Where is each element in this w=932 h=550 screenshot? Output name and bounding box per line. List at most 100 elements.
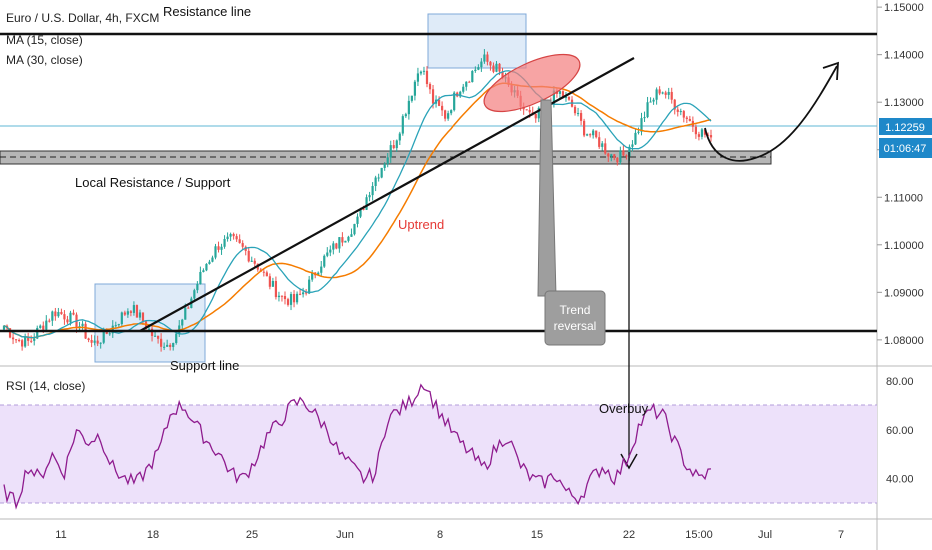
candle-body	[90, 339, 93, 343]
candle-body	[362, 208, 365, 210]
candle-body	[308, 279, 311, 294]
candle-body	[232, 234, 235, 237]
candle-body	[11, 337, 15, 340]
candle-body	[643, 117, 646, 119]
candle-body	[586, 134, 589, 136]
candle-body	[120, 312, 123, 325]
candle-body	[356, 216, 359, 224]
candle-body	[253, 260, 256, 264]
candle-body	[706, 134, 710, 136]
candle-body	[21, 340, 24, 347]
candle-body	[126, 311, 129, 315]
candle-body	[169, 344, 172, 347]
candle-body	[199, 271, 202, 285]
candle-body	[601, 143, 604, 147]
candle-body	[492, 65, 495, 72]
candle-body	[344, 240, 347, 243]
candle-body	[628, 146, 631, 157]
ma30-line	[3, 82, 712, 339]
candle-body	[583, 120, 586, 136]
candle-body	[371, 186, 374, 196]
candle-body	[160, 338, 163, 347]
candle-body	[265, 272, 268, 277]
time-tick-label: 11	[55, 529, 66, 541]
candle-body	[96, 340, 99, 344]
candle-body	[658, 89, 661, 94]
candle-body	[196, 284, 199, 291]
candle-body	[477, 67, 480, 70]
candle-body	[592, 130, 595, 136]
candle-body	[238, 239, 241, 244]
candle-body	[652, 99, 655, 102]
time-tick-label: Jun	[336, 529, 354, 541]
time-tick-label: 7	[838, 529, 844, 541]
candle-body	[129, 311, 132, 313]
candle-body	[422, 70, 426, 72]
candle-body	[416, 73, 420, 82]
candle-body	[374, 177, 377, 187]
candle-body	[311, 272, 314, 280]
candle-body	[14, 339, 18, 341]
candle-body	[57, 311, 60, 317]
candle-body	[108, 333, 111, 335]
candle-body	[480, 61, 483, 68]
candle-body	[398, 133, 401, 141]
candle-body	[229, 234, 232, 237]
trend-reversal-box	[544, 290, 606, 346]
candle-body	[679, 111, 682, 113]
candle-body	[93, 340, 96, 343]
candle-body	[138, 312, 142, 318]
candle-body	[431, 89, 435, 104]
candle-body	[163, 346, 166, 348]
candle-body	[150, 328, 154, 336]
time-tick-label: 15	[531, 529, 543, 541]
candle-body	[567, 96, 571, 100]
candle-body	[558, 91, 562, 94]
candle-body	[703, 129, 707, 135]
candle-body	[673, 99, 676, 110]
candle-body	[184, 307, 187, 320]
candle-body	[425, 70, 429, 84]
candle-body	[619, 150, 622, 163]
price-tick-label: 1.15000	[884, 2, 924, 14]
candle-body	[323, 255, 326, 267]
candle-body	[268, 276, 271, 287]
resistance-label: Resistance line	[163, 4, 251, 19]
time-tick-label: 18	[147, 529, 159, 541]
candle-body	[649, 101, 652, 103]
candle-body	[667, 91, 670, 95]
candle-body	[407, 100, 410, 115]
candle-body	[453, 92, 456, 111]
candle-body	[36, 327, 39, 339]
candle-body	[208, 261, 211, 264]
time-tick-label: Jul	[758, 529, 772, 541]
candle-body	[166, 344, 169, 347]
time-tick-label: 22	[623, 529, 635, 541]
candle-body	[534, 113, 537, 119]
candle-body	[625, 155, 628, 157]
candle-body	[202, 270, 205, 272]
candle-body	[383, 163, 386, 168]
candle-body	[607, 153, 610, 157]
candle-body	[634, 132, 637, 145]
price-tick-label: 1.11000	[884, 192, 923, 204]
candle-body	[87, 338, 90, 340]
countdown-text: 01:06:47	[884, 143, 927, 155]
candle-body	[589, 134, 592, 136]
candle-body	[320, 266, 323, 273]
candle-body	[486, 54, 489, 62]
candle-body	[114, 325, 117, 327]
candle-body	[286, 299, 290, 305]
candle-body	[2, 325, 6, 330]
candle-body	[640, 118, 643, 132]
candle-body	[437, 99, 441, 106]
price-tick-label: 1.10000	[884, 240, 924, 252]
candle-body	[277, 295, 281, 298]
candle-body	[604, 143, 607, 154]
candle-body	[347, 236, 350, 241]
candle-body	[226, 236, 229, 240]
candle-body	[447, 113, 450, 119]
candle-body	[661, 92, 664, 94]
candle-body	[598, 137, 601, 147]
